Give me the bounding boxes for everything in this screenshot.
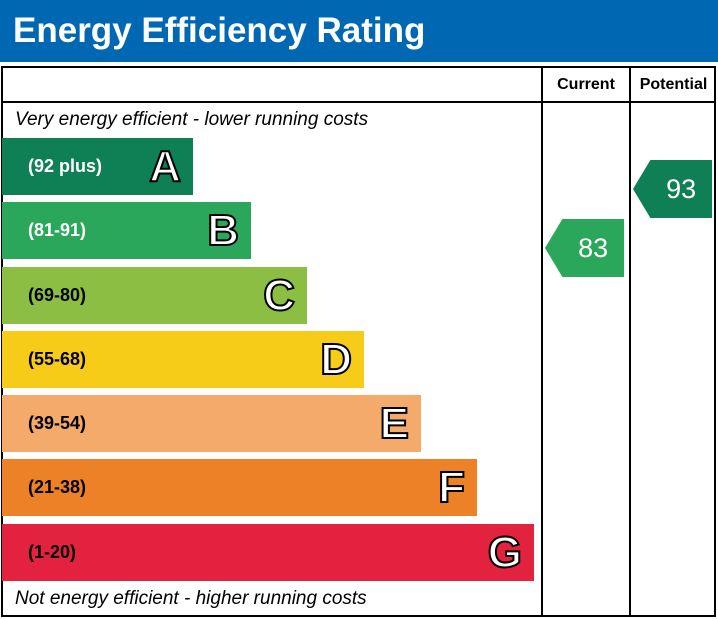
current-rating-value: 83 bbox=[578, 233, 609, 263]
band-a: (92 plus) A bbox=[2, 138, 193, 195]
potential-rating-value: 93 bbox=[666, 174, 697, 204]
divider bbox=[541, 66, 543, 617]
column-potential: Potential bbox=[639, 76, 708, 93]
bottom-note: Not energy efficient - higher running co… bbox=[15, 588, 367, 609]
band-range: (39-54) bbox=[28, 413, 87, 433]
divider bbox=[629, 66, 631, 617]
band-letter: C bbox=[262, 270, 296, 321]
band-range: (55-68) bbox=[28, 349, 87, 369]
band-c: (69-80) C bbox=[2, 267, 307, 324]
band-letter: B bbox=[206, 205, 240, 256]
top-note: Very energy efficient - lower running co… bbox=[15, 109, 369, 130]
band-letter: D bbox=[319, 334, 353, 385]
band-d: (55-68) D bbox=[2, 331, 364, 388]
band-f: (21-38) F bbox=[2, 459, 477, 516]
band-range: (21-38) bbox=[28, 477, 87, 497]
page-title: Energy Efficiency Rating bbox=[0, 0, 718, 62]
band-range: (81-91) bbox=[28, 220, 87, 240]
band-e: (39-54) E bbox=[2, 395, 421, 452]
band-range: (1-20) bbox=[28, 542, 77, 562]
divider bbox=[1, 101, 716, 103]
band-letter: F bbox=[437, 462, 466, 513]
band-range: (69-80) bbox=[28, 285, 87, 305]
band-range: (92 plus) bbox=[28, 156, 103, 176]
potential-rating-arrow: 93 bbox=[633, 160, 712, 218]
band-letter: G bbox=[487, 527, 523, 578]
current-rating-arrow: 83 bbox=[545, 219, 624, 277]
band-b: (81-91) B bbox=[2, 202, 251, 259]
band-letter: E bbox=[379, 398, 410, 449]
band-g: (1-20) G bbox=[2, 524, 534, 581]
column-current: Current bbox=[557, 76, 615, 93]
band-letter: A bbox=[148, 141, 182, 192]
